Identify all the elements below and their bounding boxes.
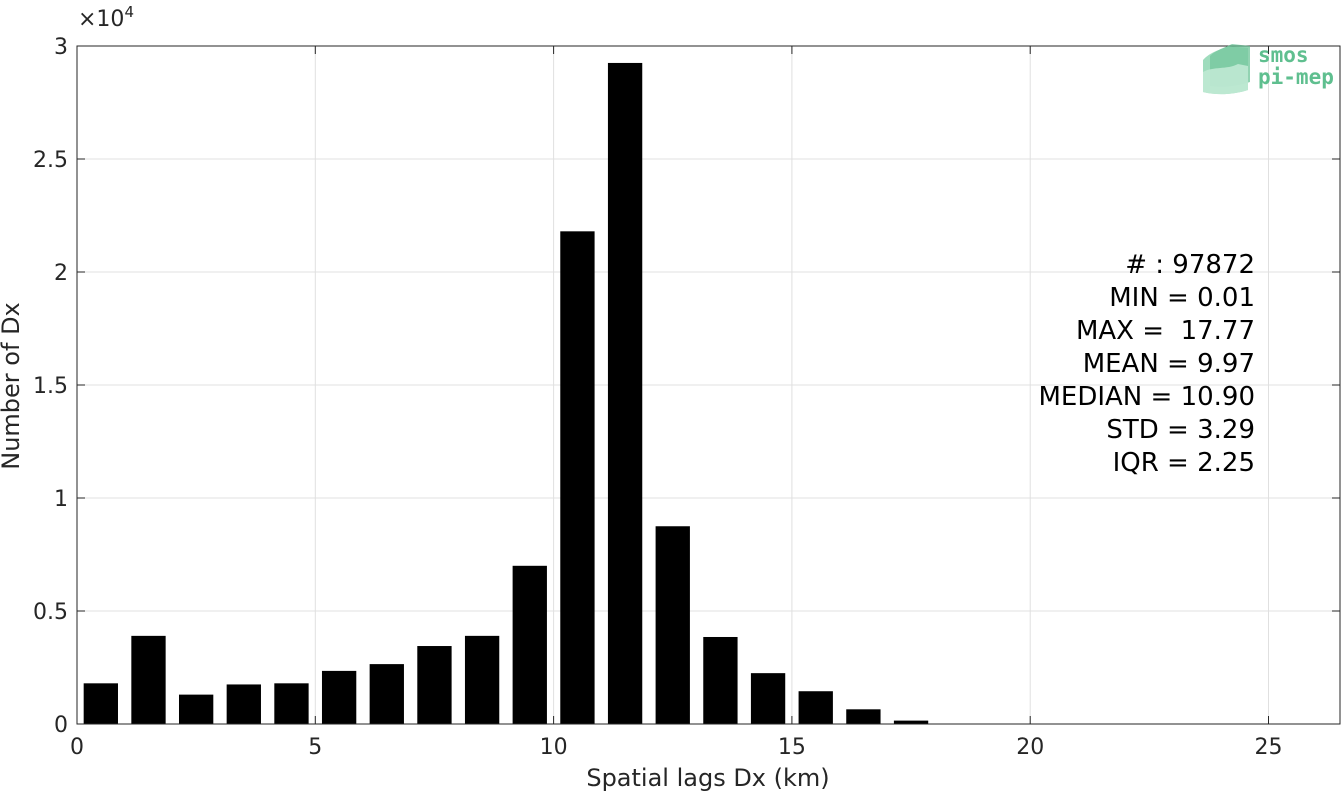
bar-5 (321, 670, 357, 724)
stat-line-5: STD = 3.29 (1106, 415, 1255, 445)
stat-line-3: MEAN = 9.97 (1083, 349, 1255, 379)
bar-8 (464, 635, 500, 724)
x-tick-label-1: 5 (308, 735, 322, 760)
stat-line-0: # : 97872 (1125, 250, 1255, 280)
stat-line-2: MAX = 17.77 (1076, 316, 1255, 346)
bar-16 (846, 709, 881, 724)
x-axis-title: Spatial lags Dx (km) (586, 764, 829, 792)
bar-13 (703, 636, 738, 724)
stat-line-4: MEDIAN = 10.90 (1038, 382, 1255, 412)
logo-text-smos: smos (1258, 43, 1309, 67)
x-tick-label-3: 15 (778, 735, 806, 760)
y-tick-label-0: 0 (54, 713, 68, 738)
y-tick-label-2: 1 (54, 487, 68, 512)
bar-11 (607, 62, 643, 724)
x-tick-label-2: 10 (540, 735, 568, 760)
y-axis-title: Number of Dx (0, 302, 25, 469)
y-tick-label-3: 1.5 (33, 374, 68, 399)
logo-wave-icon (1203, 44, 1250, 95)
y-exponent-base: ×10 (78, 7, 124, 32)
x-tick-label-5: 25 (1255, 735, 1283, 760)
bar-6 (369, 664, 404, 724)
bars (83, 62, 929, 724)
y-tick-label-6: 3 (54, 35, 68, 60)
tick-marks (76, 45, 1340, 725)
stat-line-6: IQR = 2.25 (1113, 448, 1255, 478)
bar-10 (560, 231, 595, 724)
bar-14 (750, 673, 786, 724)
bar-0 (83, 683, 118, 724)
x-tick-label-4: 20 (1016, 735, 1044, 760)
stat-line-1: MIN = 0.01 (1109, 283, 1255, 313)
bar-3 (226, 684, 261, 724)
bar-7 (417, 646, 452, 724)
y-tick-label-4: 2 (54, 261, 68, 286)
bar-1 (131, 635, 166, 724)
logo-text-pimep: pi-mep (1258, 65, 1334, 89)
y-exponent-label: ×104 (78, 3, 134, 32)
y-tick-labels: 0 0.5 1 1.5 2 2.5 3 (33, 35, 68, 738)
x-tick-labels: 0 5 10 15 20 25 (70, 735, 1283, 760)
y-tick-label-5: 2.5 (33, 148, 68, 173)
bar-15 (798, 691, 833, 724)
bar-17 (893, 720, 929, 724)
bar-2 (178, 694, 214, 724)
x-tick-label-0: 0 (70, 735, 84, 760)
y-exponent-power: 4 (124, 3, 134, 21)
bar-9 (512, 565, 547, 724)
y-tick-label-1: 0.5 (33, 600, 68, 625)
bar-12 (655, 526, 690, 724)
bar-4 (274, 683, 309, 724)
smos-pimep-logo: smos pi-mep (1203, 43, 1334, 95)
